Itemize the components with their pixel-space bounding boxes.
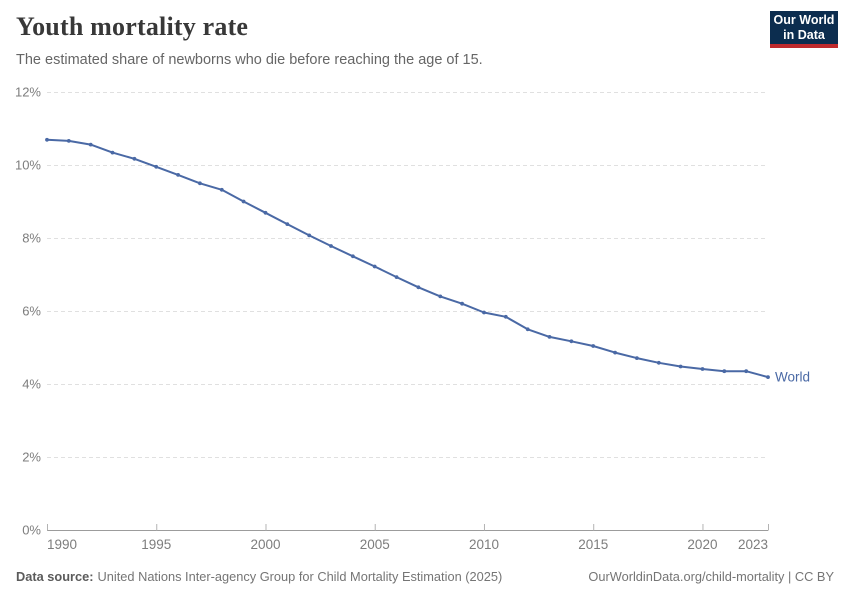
data-point-marker: [394, 275, 399, 279]
data-point-marker: [678, 364, 683, 369]
y-axis-tick-label: 4%: [22, 377, 41, 392]
data-point-marker: [351, 254, 355, 259]
data-point-marker: [307, 233, 312, 238]
x-axis-tick-label: 2023: [738, 537, 768, 552]
x-axis-tick-label: 2010: [469, 537, 499, 552]
page-title: Youth mortality rate: [16, 12, 249, 41]
owid-logo[interactable]: Our World in Data: [770, 11, 838, 48]
data-point-marker: [416, 285, 421, 290]
data-point-marker: [722, 369, 727, 374]
credit-link[interactable]: OurWorldinData.org/child-mortality | CC …: [588, 569, 834, 584]
data-point-marker: [176, 173, 181, 177]
data-point-marker: [635, 356, 639, 360]
x-axis-tick-label: 2000: [250, 537, 280, 552]
series-label-world[interactable]: World: [775, 370, 810, 385]
owid-logo-line1: Our World: [773, 12, 835, 27]
owid-logo-line2: in Data: [783, 27, 825, 42]
data-point-marker: [569, 339, 574, 344]
y-axis-tick-label: 2%: [22, 450, 41, 465]
series-line-world: [46, 138, 769, 379]
y-axis-tick-label: 10%: [15, 158, 41, 173]
data-point-marker: [503, 314, 508, 319]
y-axis-tick-label: 8%: [22, 231, 41, 246]
data-point-marker: [547, 335, 552, 339]
data-point-marker: [700, 367, 705, 371]
data-point-marker: [45, 137, 49, 142]
data-point-marker: [132, 156, 137, 161]
data-point-marker: [525, 327, 530, 332]
data-point-marker: [241, 199, 246, 204]
y-axis-tick-label: 6%: [22, 304, 41, 319]
data-point-marker: [482, 310, 486, 315]
data-point-marker: [154, 164, 159, 169]
data-point-marker: [613, 350, 617, 355]
x-axis-tick-label: 1990: [47, 537, 77, 552]
data-point-marker: [110, 150, 115, 155]
data-point-marker: [766, 375, 770, 379]
data-point-marker: [656, 360, 661, 365]
data-point-marker: [329, 244, 333, 248]
data-point-marker: [88, 142, 93, 147]
y-axis-tick-label: 12%: [15, 85, 41, 100]
chart-footer: Data source: United Nations Inter-agency …: [16, 569, 834, 584]
y-axis-tick-label: 0%: [22, 523, 41, 538]
x-axis-tick-label: 2015: [578, 537, 608, 552]
data-point-marker: [66, 139, 71, 143]
x-axis-tick-label: 1995: [141, 537, 171, 552]
data-point-marker: [285, 222, 290, 227]
x-axis-tick-label: 2005: [360, 537, 390, 552]
data-source-text: United Nations Inter-agency Group for Ch…: [97, 569, 503, 584]
data-point-marker: [198, 181, 202, 186]
data-point-marker: [438, 294, 443, 299]
x-axis-tick-label: 2020: [687, 537, 717, 552]
data-source-label: Data source:: [16, 569, 94, 584]
data-point-marker: [591, 344, 596, 348]
data-point-marker: [744, 369, 749, 374]
chart-subtitle: The estimated share of newborns who die …: [16, 52, 483, 68]
data-point-marker: [219, 187, 224, 192]
data-source: Data source: United Nations Inter-agency …: [16, 569, 502, 584]
data-point-marker: [263, 210, 268, 215]
data-point-marker: [372, 264, 377, 269]
data-point-marker: [460, 301, 464, 306]
